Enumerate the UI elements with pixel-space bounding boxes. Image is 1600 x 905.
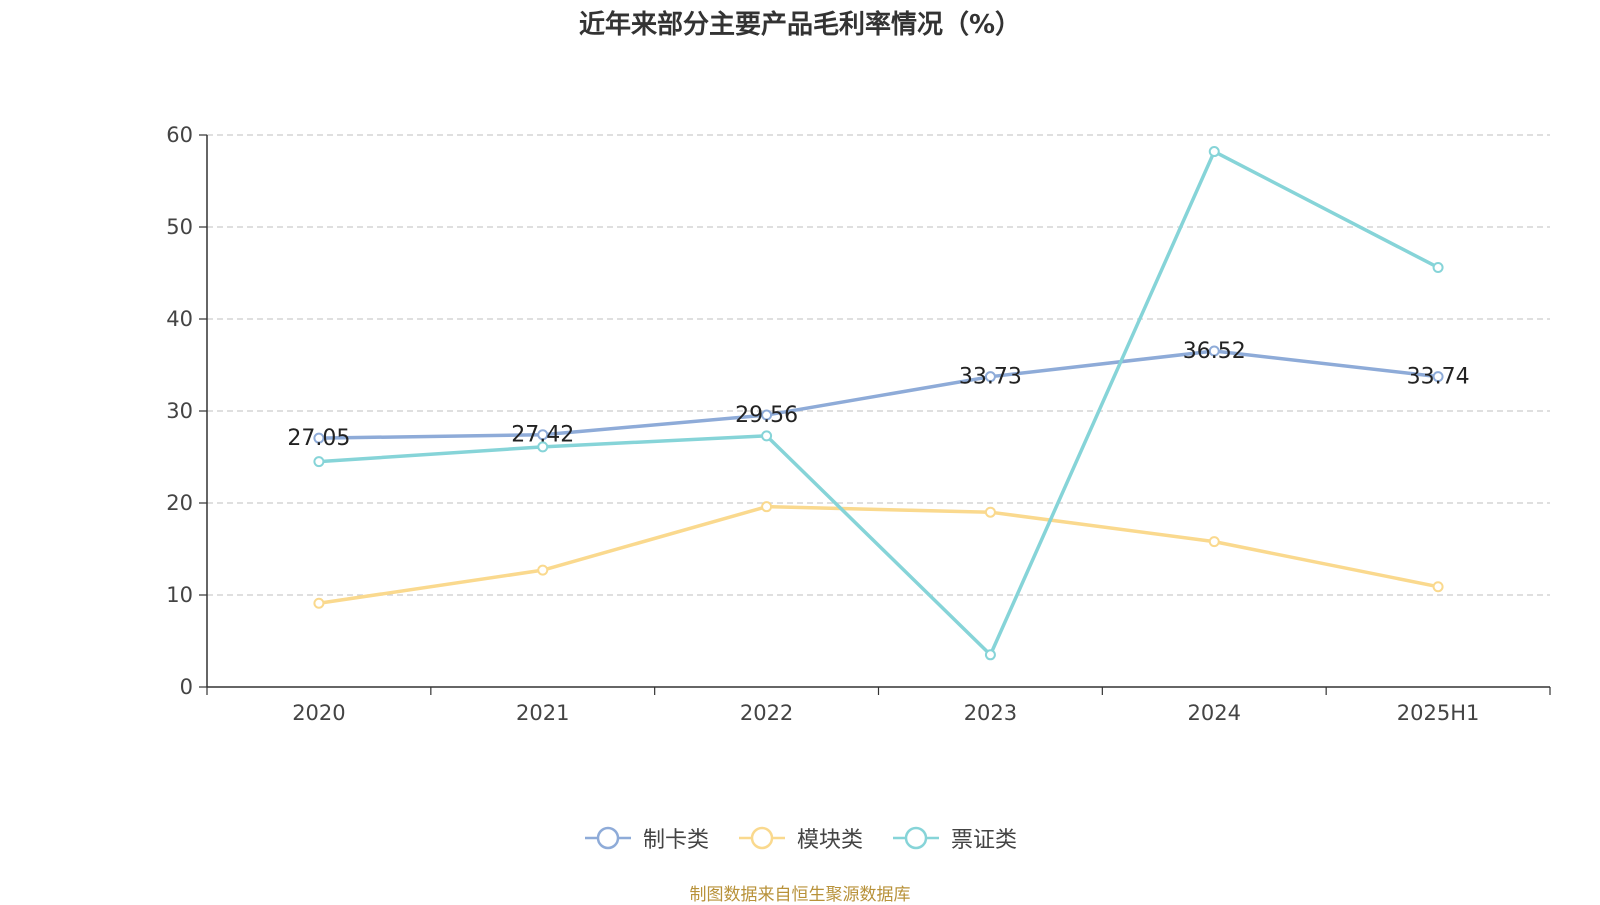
x-tick-label: 2022: [740, 701, 793, 725]
x-tick-label: 2020: [292, 701, 345, 725]
legend-marker-icon: [893, 826, 939, 850]
data-point: [761, 409, 773, 421]
y-tick-label: 20: [166, 491, 193, 515]
legend-marker-icon: [738, 826, 785, 850]
data-point: [1208, 345, 1220, 357]
data-point: [537, 429, 549, 441]
data-label: 27.42: [511, 423, 574, 448]
data-point: [761, 501, 773, 513]
data-point: [1432, 371, 1444, 383]
y-tick-label: 40: [166, 307, 193, 331]
data-point: [984, 506, 996, 518]
legend: 制卡类 模块类 票证类: [0, 822, 1600, 854]
data-point: [313, 597, 325, 609]
data-point: [313, 456, 325, 468]
data-point: [984, 371, 996, 383]
data-label: 33.74: [1407, 365, 1470, 390]
data-point: [984, 649, 996, 661]
data-label: 29.56: [735, 403, 798, 428]
data-point: [1208, 536, 1220, 548]
data-point: [1432, 581, 1444, 593]
series-line-0: [317, 349, 1440, 440]
x-tick-label: 2025H1: [1397, 701, 1480, 725]
data-point: [761, 430, 773, 442]
y-tick-label: 50: [166, 215, 193, 239]
x-tick-label: 2024: [1188, 701, 1241, 725]
data-point: [1432, 261, 1444, 273]
legend-label: 制卡类: [642, 828, 709, 853]
legend-item-1[interactable]: 模块类: [737, 822, 863, 854]
legend-item-2[interactable]: 票证类: [891, 822, 1017, 854]
series-line-2: [317, 149, 1440, 657]
legend-marker-icon: [584, 826, 631, 850]
y-tick-label: 10: [166, 583, 193, 607]
x-tick-label: 2023: [964, 701, 1017, 725]
data-label: 27.05: [287, 426, 350, 451]
y-tick-label: 0: [180, 675, 193, 699]
data-point: [313, 432, 325, 444]
data-point: [1208, 146, 1220, 158]
chart-title: 近年来部分主要产品毛利率情况（%）: [578, 10, 1022, 40]
series-line-1: [317, 504, 1440, 606]
legend-label: 票证类: [951, 828, 1018, 853]
legend-label: 模块类: [796, 828, 863, 853]
data-point: [537, 564, 549, 576]
data-source-note: 制图数据来自恒生聚源数据库: [689, 885, 911, 905]
data-label: 36.52: [1183, 339, 1246, 364]
legend-item-0[interactable]: 制卡类: [583, 822, 709, 854]
y-tick-label: 30: [166, 399, 193, 423]
y-tick-label: 60: [166, 123, 193, 147]
data-point: [537, 441, 549, 453]
data-label: 33.73: [959, 365, 1022, 390]
x-tick-label: 2021: [516, 701, 569, 725]
